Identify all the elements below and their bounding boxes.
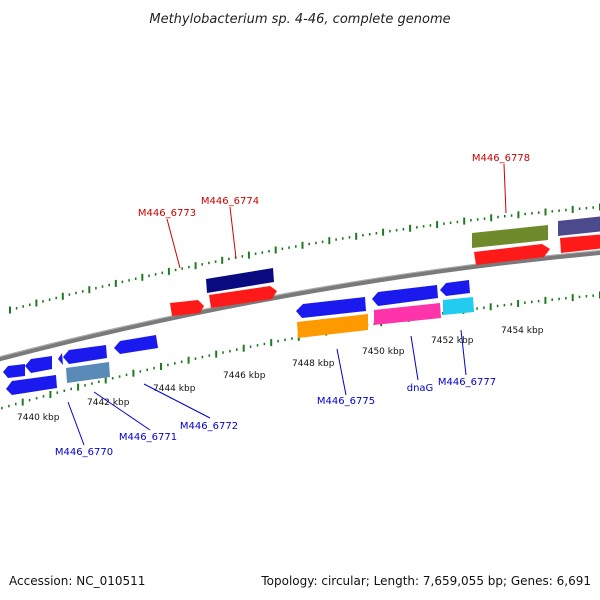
scale-label-7444: 7444 kbp — [153, 384, 196, 394]
leader-m446-6775 — [336, 348, 347, 396]
label-m446-6771: M446_6771 — [119, 432, 177, 443]
scale-label-7440: 7440 kbp — [17, 413, 60, 423]
scale-label-7450: 7450 kbp — [362, 347, 405, 357]
scale-label-7442: 7442 kbp — [87, 398, 130, 408]
gene-arrow-m446-6775[interactable] — [296, 297, 366, 318]
scale-label-7454: 7454 kbp — [501, 326, 544, 336]
label-leaders — [67, 163, 507, 446]
gene-arrow-m446-6773[interactable] — [170, 300, 204, 316]
map-title: Methylobacterium sp. 4-46, complete geno… — [149, 12, 450, 27]
accession-label: Accession: NC_010511 — [9, 574, 146, 588]
gene-arrow-tiny-blue[interactable] — [58, 353, 63, 365]
genome-backbone-highlight — [0, 249, 600, 358]
gene-arrow-m446-6778[interactable] — [474, 244, 550, 265]
gene-box-dark-navy[interactable] — [206, 268, 274, 293]
gene-arrow-small-blue-2[interactable] — [25, 356, 52, 373]
gene-box-orange[interactable] — [297, 314, 368, 338]
label-m446-6774: M446_6774 — [201, 196, 259, 207]
label-m446-6778: M446_6778 — [472, 153, 530, 164]
reverse-genes — [3, 280, 474, 395]
scale-label-7452: 7452 kbp — [431, 336, 474, 346]
leader-m446-6772 — [143, 383, 211, 419]
leader-m446-6778 — [503, 163, 507, 214]
label-m446-6773: M446_6773 — [138, 208, 196, 219]
forward-genes — [170, 216, 600, 316]
gene-arrow-dnag[interactable] — [372, 285, 438, 306]
label-m446-6772: M446_6772 — [180, 421, 238, 432]
leader-dnag — [410, 335, 419, 381]
gene-arrow-m446-6770[interactable] — [6, 375, 57, 395]
gene-arrow-red-right-edge[interactable] — [560, 234, 600, 253]
gene-box-pink[interactable] — [374, 303, 441, 325]
label-m446-6777: M446_6777 — [438, 377, 496, 388]
outer-tick-ring — [9, 203, 600, 314]
gene-box-steel[interactable] — [66, 362, 110, 383]
gene-arrow-small-blue-1[interactable] — [3, 364, 25, 378]
gene-arrow-m446-6774[interactable] — [209, 286, 277, 308]
leader-m446-6771 — [93, 391, 151, 431]
genome-backbone — [0, 249, 600, 362]
leader-m446-6774 — [229, 206, 237, 259]
label-dnag: dnaG — [407, 383, 434, 394]
gene-box-cyan[interactable] — [443, 297, 474, 315]
scale-label-7448: 7448 kbp — [292, 359, 335, 369]
gene-arrow-m446-6772[interactable] — [114, 335, 158, 354]
leader-m446-6773 — [166, 218, 181, 269]
label-m446-6775: M446_6775 — [317, 396, 375, 407]
leader-m446-6770 — [67, 401, 85, 446]
gene-arrow-m446-6771[interactable] — [63, 345, 107, 364]
gene-box-slate[interactable] — [558, 216, 600, 236]
leader-m446-6777 — [460, 329, 467, 376]
genome-summary-label: Topology: circular; Length: 7,659,055 bp… — [261, 574, 591, 588]
gene-arrow-m446-6777[interactable] — [440, 280, 470, 296]
gene-box-olive[interactable] — [472, 225, 548, 248]
label-m446-6770: M446_6770 — [55, 447, 113, 458]
scale-label-7446: 7446 kbp — [223, 371, 266, 381]
